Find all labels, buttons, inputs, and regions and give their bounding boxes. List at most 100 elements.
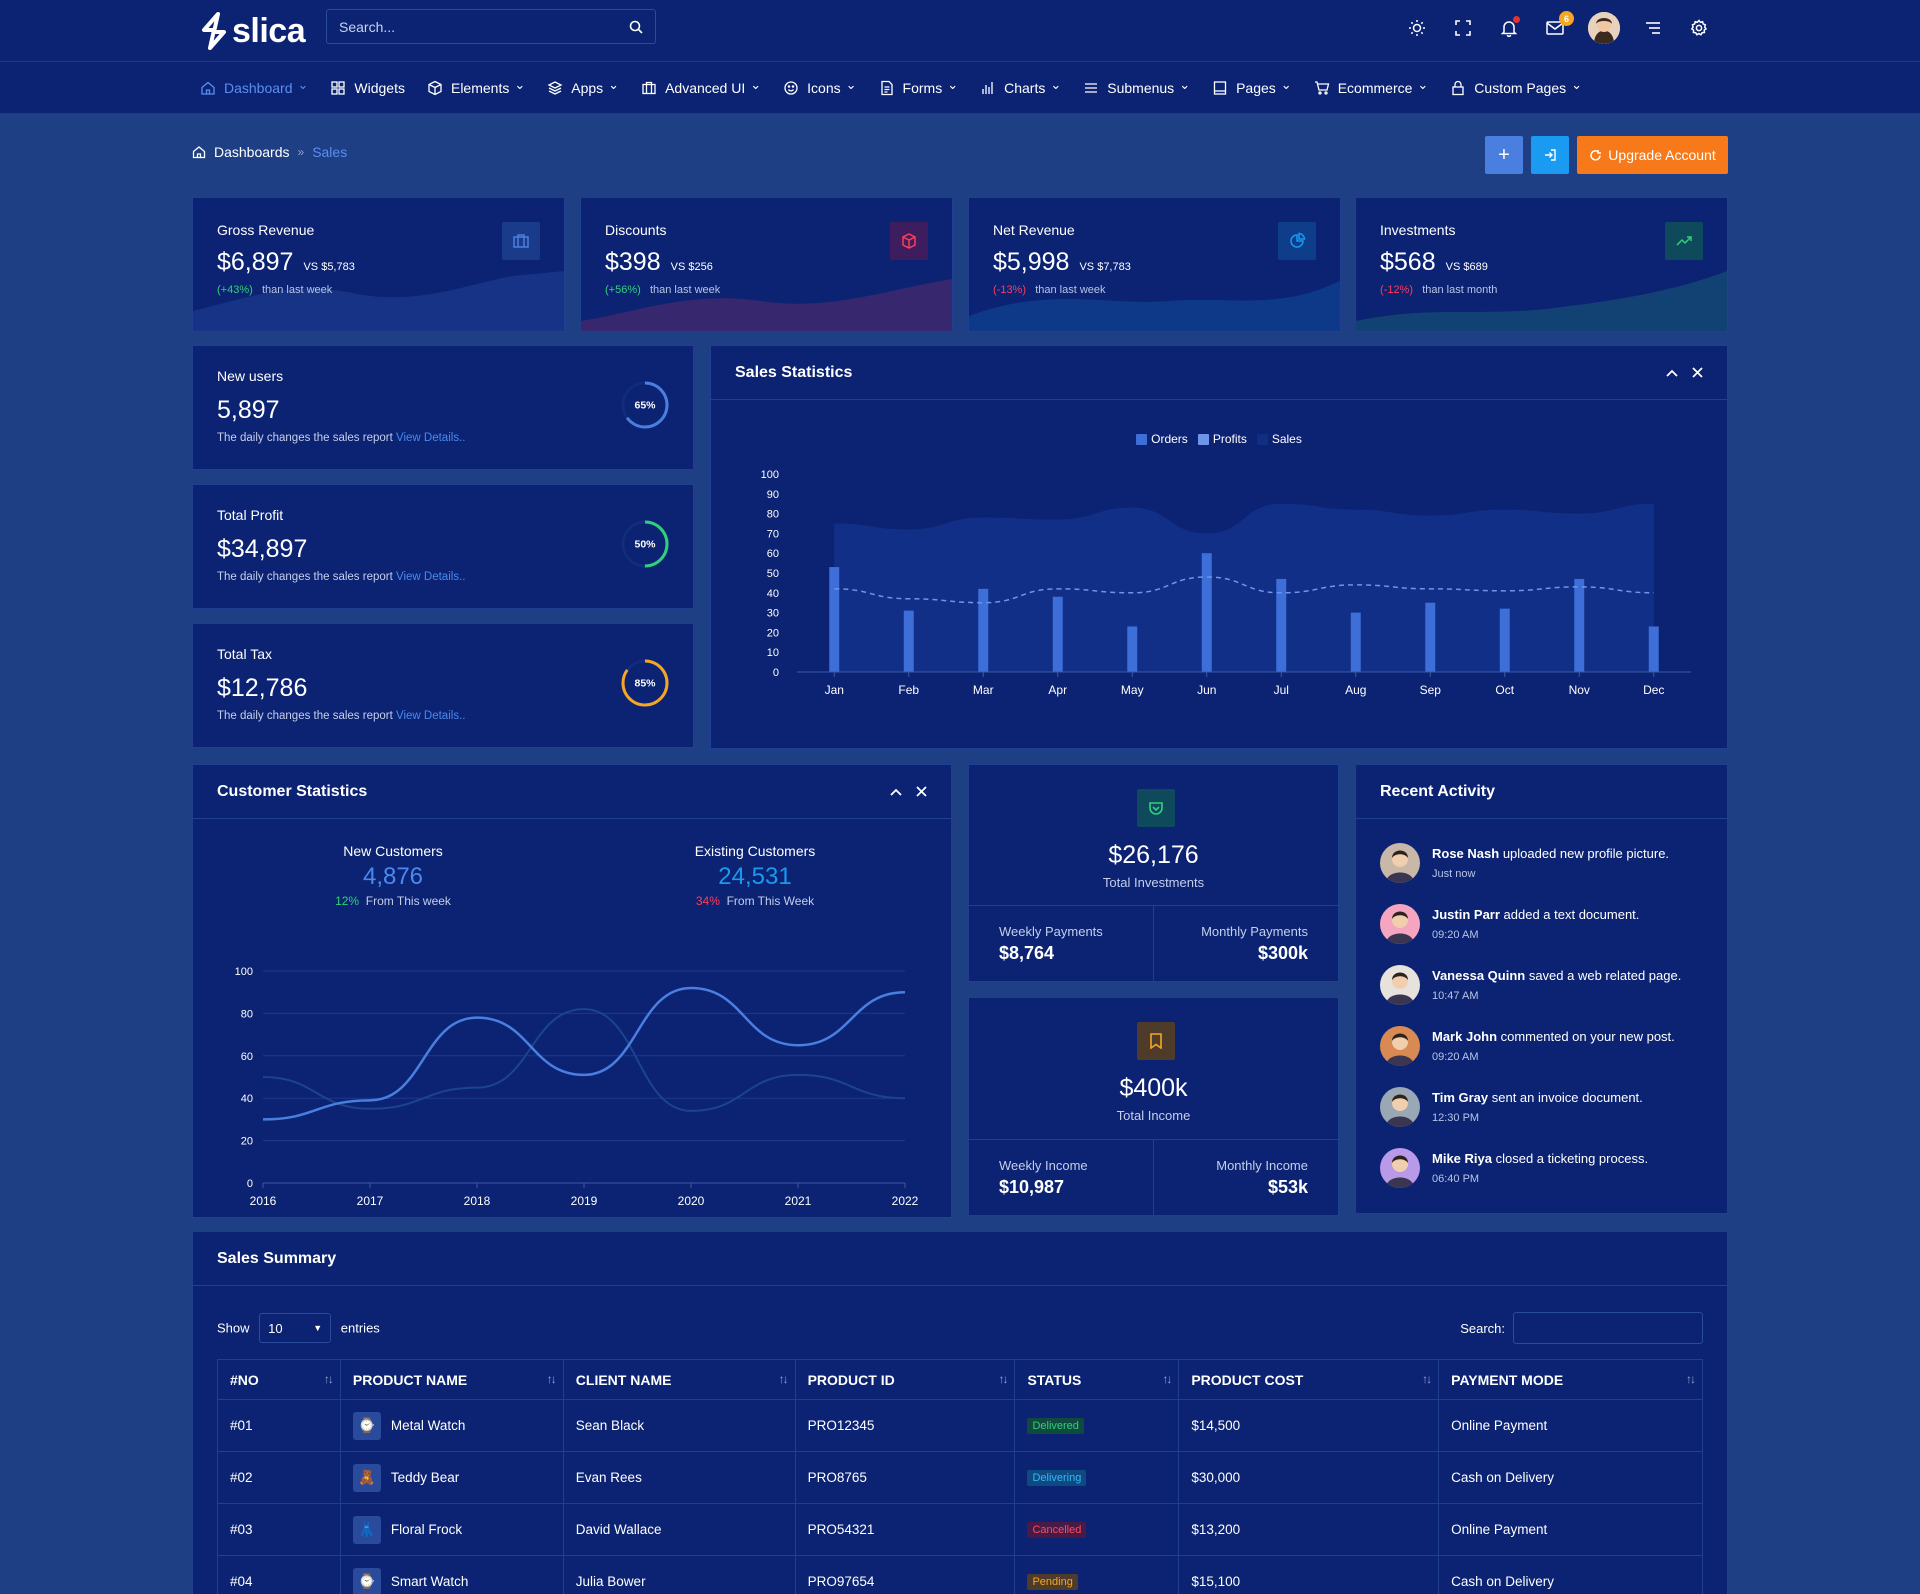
orders-bar[interactable] xyxy=(1201,553,1212,672)
table-row[interactable]: #03 👗 Floral Frock David Wallace PRO54321 Can… xyxy=(217,1503,1703,1556)
orders-bar[interactable] xyxy=(1574,578,1585,672)
nav-item-submenus[interactable]: Submenus ⌄ xyxy=(1083,78,1190,96)
sort-icon[interactable]: ↑↓ xyxy=(1162,1372,1172,1386)
nav-item-elements[interactable]: Elements ⌄ xyxy=(427,78,525,96)
avatar[interactable] xyxy=(1380,965,1420,1005)
menu-lines-icon[interactable] xyxy=(1640,15,1666,41)
close-icon[interactable] xyxy=(916,786,927,797)
search-input[interactable] xyxy=(339,18,629,35)
view-details-link[interactable]: View Details.. xyxy=(396,710,466,722)
add-button[interactable]: + xyxy=(1485,136,1523,174)
stat-period: than last week xyxy=(261,284,333,296)
table-row[interactable]: #01 ⌚ Metal Watch Sean Black PRO12345 Deliver… xyxy=(217,1399,1703,1452)
orders-bar[interactable] xyxy=(1350,612,1361,672)
table-row[interactable]: #02 🧸 Teddy Bear Evan Rees PRO8765 Delivering… xyxy=(217,1451,1703,1504)
activity-user[interactable]: Tim Gray xyxy=(1432,1090,1489,1105)
table-row[interactable]: #04 ⌚ Smart Watch Julia Bower PRO97654 Pendin… xyxy=(217,1555,1703,1594)
nav-item-ecommerce[interactable]: Ecommerce ⌄ xyxy=(1314,78,1428,96)
notification-bell-icon[interactable] xyxy=(1496,15,1522,41)
avatar[interactable] xyxy=(1380,1026,1420,1066)
nav-item-dashboard[interactable]: Dashboard ⌄ xyxy=(200,78,308,96)
sort-icon[interactable]: ↑↓ xyxy=(998,1372,1008,1386)
activity-user[interactable]: Mark John xyxy=(1432,1029,1498,1044)
activity-item: Justin Parr added a text document. 09:20 … xyxy=(1380,904,1681,965)
avatar[interactable] xyxy=(1380,1087,1420,1127)
cell-product: 🧸 Teddy Bear xyxy=(339,1451,564,1504)
settings-gear-icon[interactable] xyxy=(1686,15,1712,41)
orders-bar[interactable] xyxy=(1127,626,1138,672)
sort-icon[interactable]: ↑↓ xyxy=(546,1372,557,1386)
login-button[interactable] xyxy=(1531,136,1569,174)
activity-user[interactable]: Rose Nash xyxy=(1432,846,1500,861)
stat-compare: VS $7,783 xyxy=(1079,261,1131,273)
breadcrumb-root[interactable]: Dashboards xyxy=(214,144,290,160)
fullscreen-icon[interactable] xyxy=(1450,15,1476,41)
user-avatar[interactable] xyxy=(1588,12,1620,44)
stat-compare: VS $689 xyxy=(1445,261,1488,273)
table-search-input[interactable] xyxy=(1513,1312,1703,1344)
upgrade-account-button[interactable]: Upgrade Account xyxy=(1577,136,1728,174)
sparkline-area xyxy=(193,271,564,331)
product-name: Smart Watch xyxy=(390,1574,469,1589)
nav-item-apps[interactable]: Apps ⌄ xyxy=(547,78,619,96)
sort-icon[interactable]: ↑↓ xyxy=(1686,1372,1696,1386)
nav-item-custom-pages[interactable]: Custom Pages ⌄ xyxy=(1450,78,1582,96)
nav-label: Apps xyxy=(571,79,604,96)
mail-icon[interactable]: 6 xyxy=(1542,11,1574,41)
close-icon[interactable] xyxy=(1692,367,1703,378)
column-header[interactable]: PAYMENT MODE ↑↓ xyxy=(1438,1359,1703,1400)
brand-logo[interactable]: slica xyxy=(200,10,306,52)
nav-item-charts[interactable]: Charts ⌄ xyxy=(980,78,1061,96)
activity-time: 10:47 AM xyxy=(1432,989,1479,1002)
sales-statistics-header: Sales Statistics xyxy=(711,346,1727,400)
nav-item-icons[interactable]: Icons ⌄ xyxy=(783,78,857,96)
nav-item-pages[interactable]: Pages ⌄ xyxy=(1212,78,1292,96)
avatar[interactable] xyxy=(1380,1148,1420,1188)
stat-card-net-revenue: Net Revenue $5,998 VS $7,783 (-13%) than la… xyxy=(968,197,1341,332)
theme-toggle-icon[interactable] xyxy=(1404,15,1430,41)
orders-bar[interactable] xyxy=(978,588,989,672)
orders-bar[interactable] xyxy=(829,567,840,672)
activity-user[interactable]: Vanessa Quinn xyxy=(1432,968,1526,983)
orders-bar[interactable] xyxy=(1052,596,1063,672)
legend-item[interactable]: Sales xyxy=(1256,432,1302,446)
collapse-icon[interactable] xyxy=(1666,369,1678,377)
orders-bar[interactable] xyxy=(1276,578,1287,672)
activity-user[interactable]: Mike Riya xyxy=(1432,1151,1492,1166)
nav-item-forms[interactable]: Forms ⌄ xyxy=(879,78,958,96)
search-icon[interactable] xyxy=(629,20,643,34)
orders-bar[interactable] xyxy=(1648,626,1659,672)
view-details-link[interactable]: View Details.. xyxy=(396,571,466,583)
progress-ring-fill xyxy=(621,381,669,429)
activity-user[interactable]: Justin Parr xyxy=(1432,907,1500,922)
stat-label: Investments xyxy=(1380,222,1456,238)
avatar[interactable] xyxy=(1380,904,1420,944)
legend-item[interactable]: Orders xyxy=(1136,432,1188,446)
legend-item[interactable]: Profits xyxy=(1197,432,1247,446)
nav-item-advanced-ui[interactable]: Advanced UI ⌄ xyxy=(641,78,761,96)
entries-select[interactable]: 10 ▼ xyxy=(259,1313,332,1343)
status-badge: Delivered xyxy=(1027,1418,1084,1434)
customer-chart: 0 20 40 60 80 100 2016 2017 2018 2019 2020 2021 2022 xyxy=(235,966,919,1208)
collapse-icon[interactable] xyxy=(890,788,902,796)
view-details-link[interactable]: View Details.. xyxy=(396,432,466,444)
total-investments-value: $26,176 xyxy=(1108,841,1199,869)
orders-bar[interactable] xyxy=(1425,602,1436,672)
column-header[interactable]: STATUS ↑↓ xyxy=(1014,1359,1180,1400)
column-header[interactable]: PRODUCT COST ↑↓ xyxy=(1178,1359,1440,1400)
orders-bar[interactable] xyxy=(1499,608,1510,672)
column-header[interactable]: CLIENT NAME ↑↓ xyxy=(562,1359,796,1400)
sort-icon[interactable]: ↑↓ xyxy=(1422,1372,1432,1386)
sort-icon[interactable]: ↑↓ xyxy=(323,1372,334,1386)
column-header[interactable]: #NO ↑↓ xyxy=(217,1359,341,1400)
activity-text: Mike Riya closed a ticketing process. 06:… xyxy=(1432,1148,1648,1209)
y-tick-label: 80 xyxy=(767,509,779,521)
column-header[interactable]: PRODUCT ID ↑↓ xyxy=(794,1359,1016,1400)
nav-item-widgets[interactable]: Widgets xyxy=(330,80,405,96)
orders-bar[interactable] xyxy=(903,610,914,672)
mini-card-total-tax: Total Tax $12,786 The daily changes the sa… xyxy=(192,623,694,748)
avatar[interactable] xyxy=(1380,843,1420,883)
column-header[interactable]: PRODUCT NAME ↑↓ xyxy=(339,1359,564,1400)
sort-icon[interactable]: ↑↓ xyxy=(778,1372,789,1386)
monthly-payments-value: $300k xyxy=(1257,943,1308,963)
